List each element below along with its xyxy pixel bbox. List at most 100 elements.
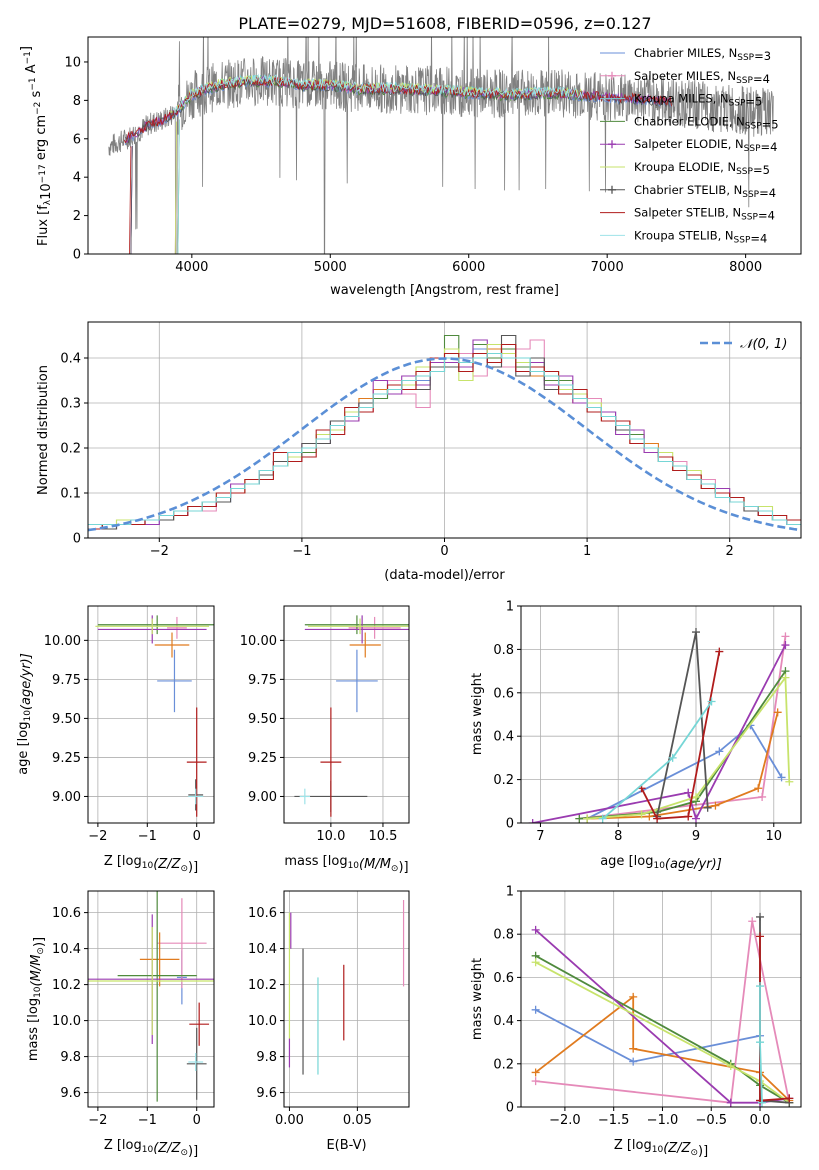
x-tick-label: 6000 [452,260,485,275]
marker [645,812,654,821]
y-tick-label: 9.25 [52,751,81,766]
y-tick-label: 0.4 [493,1014,514,1029]
weight-series-line [535,955,790,1104]
x-axis-label: Z [log10(Z/Z⊙)] [104,854,198,875]
axes-mass_vs_ebv: 0.00 0.05 9.6 9.8 10.0 10.2 10.4 10.6 E(B-V) [248,890,410,1153]
legend-entry: Chabrier MILES, NSSP=3 [634,46,771,63]
y-tick-label: 0.2 [493,1057,514,1072]
y-tick-label: 9.6 [60,1086,81,1101]
y-axis-label: mass [log10(M/M⊙)] [26,937,47,1061]
x-tick-label: 2 [726,544,734,559]
x-tick-label: 10 [766,829,783,844]
y-tick-label: 10.6 [248,906,277,921]
weight-series-line [535,921,791,1104]
weight-series-line [535,929,790,1104]
legend-entry: Chabrier STELIB, NSSP=4 [634,183,776,200]
y-tick-label: 9.00 [52,790,81,805]
axes-age_vs_Z: −2 −1 0 9.00 9.25 9.50 9.75 10.00 Z [log10(Z/Z⊙)… [16,605,215,875]
x-axis-label: Z [log10(Z/Z⊙)] [614,1138,708,1159]
weight-series-line [586,724,783,820]
x-tick-label: −0.5 [695,1113,727,1128]
x-tick-label: 5000 [314,260,347,275]
y-axis-label: Normed distribution [36,365,51,495]
marker [575,814,584,823]
marker [756,982,765,991]
y-tick-label: 10.00 [240,634,277,649]
y-tick-label: 0.3 [60,397,81,412]
marker [777,773,786,782]
x-tick-label: −1 [138,829,157,844]
marker [781,641,790,650]
y-tick-label: 8 [73,94,81,109]
marker [781,673,790,682]
y-tick-label: 10.00 [44,634,81,649]
x-tick-label: −2.0 [549,1113,581,1128]
plot-area [288,900,405,1075]
y-tick-label: 9.75 [248,673,277,688]
x-tick-label: −1 [138,1113,157,1128]
marker [703,803,712,812]
marker [758,792,767,801]
legend-entry: Salpeter STELIB, NSSP=4 [634,206,775,223]
x-axis-label: age [log10(age/yr)] [600,854,722,872]
marker [629,1044,638,1053]
marker [608,185,616,194]
marker [773,708,782,717]
x-tick-label: 9 [692,829,700,844]
normal-pdf-curve [88,357,801,532]
marker [756,932,765,941]
y-tick-label: 0.6 [493,686,514,701]
y-tick-label: 10.4 [248,942,277,957]
x-axis-label: (data-model)/error [384,568,505,583]
y-tick-label: 9.8 [60,1050,81,1065]
axes-frame [87,890,215,1108]
x-tick-label: 8000 [729,260,762,275]
legend-entry: 𝒩(0, 1) [740,337,787,352]
legend-entry: Salpeter ELODIE, NSSP=4 [634,137,777,154]
axes-frame [283,605,410,824]
marker [653,814,662,823]
y-tick-label: 0.2 [60,442,81,457]
weight-series-line [535,961,790,1104]
x-tick-label: −2 [150,544,169,559]
y-tick-label: 9.25 [248,751,277,766]
marker [715,647,724,656]
x-axis-label: E(B-V) [326,1138,366,1153]
marker [629,992,638,1001]
marker [583,814,592,823]
marker [668,753,677,762]
x-tick-label: 0.05 [343,1113,372,1128]
marker [684,788,693,797]
y-tick-label: 1 [506,885,514,900]
marker [531,958,540,967]
marker [528,819,537,823]
plot-area [294,615,409,817]
x-tick-label: 7000 [591,260,624,275]
marker [726,1098,735,1107]
x-tick-label: 10.0 [316,829,345,844]
axes-frame [520,890,802,1108]
marker [781,632,790,641]
x-tick-label: 8 [614,829,622,844]
y-tick-label: 9.50 [52,712,81,727]
x-tick-label: −2 [88,1113,107,1128]
marker [692,628,700,637]
y-tick-label: 10 [64,55,81,70]
marker [684,812,693,821]
x-tick-label: −1 [292,544,311,559]
plot-area [88,334,801,532]
marker [531,1068,540,1077]
marker [711,801,720,810]
marker [757,1098,766,1107]
axes-frame [283,890,410,1108]
legend-entry: Kroupa MILES, NSSP=5 [634,92,762,109]
marker [756,1038,765,1047]
marker [531,925,540,934]
y-tick-label: 1 [506,600,514,615]
y-tick-label: 0.8 [493,928,514,943]
x-axis-label: Z [log10(Z/Z⊙)] [104,1138,198,1159]
y-tick-label: 9.50 [248,712,277,727]
marker [531,1005,540,1014]
y-tick-label: 0.4 [60,352,81,367]
